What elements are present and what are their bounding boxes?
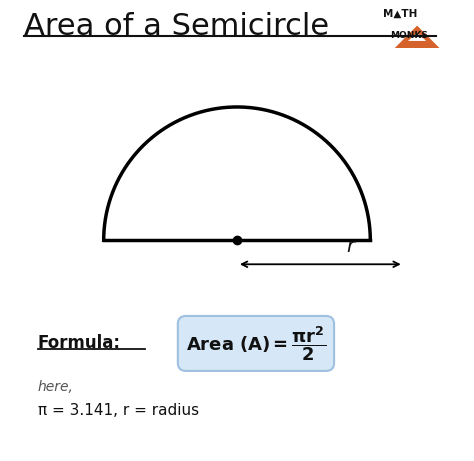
Text: MONKS: MONKS	[391, 31, 428, 40]
Text: r: r	[346, 237, 355, 256]
Text: π = 3.141, r = radius: π = 3.141, r = radius	[38, 403, 199, 419]
Text: Area of a Semicircle: Area of a Semicircle	[24, 12, 329, 41]
Text: here,: here,	[38, 380, 74, 394]
Polygon shape	[408, 33, 426, 41]
Text: $\mathbf{Area\ (A) = \dfrac{\pi r^2}{2}}$: $\mathbf{Area\ (A) = \dfrac{\pi r^2}{2}}…	[186, 324, 326, 363]
Polygon shape	[394, 25, 440, 48]
Text: M▲TH: M▲TH	[383, 9, 418, 19]
Text: Formula:: Formula:	[38, 334, 121, 353]
